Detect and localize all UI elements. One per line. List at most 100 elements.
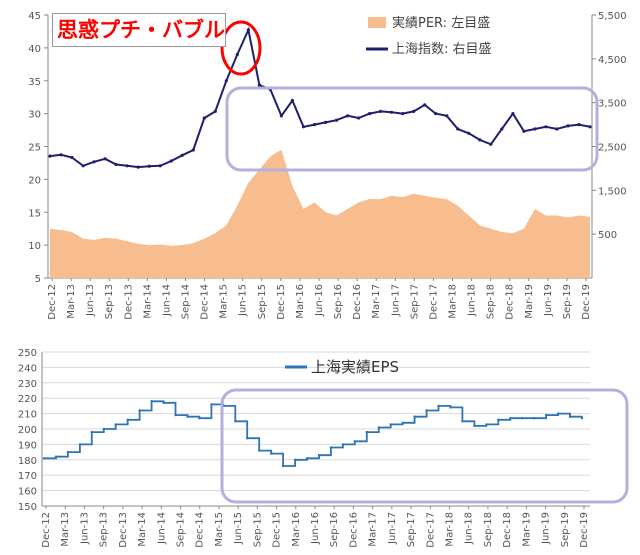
index-point bbox=[279, 114, 283, 118]
eps-point bbox=[377, 426, 380, 429]
eps-point bbox=[66, 450, 70, 454]
index-point bbox=[390, 110, 394, 114]
x-tick-label: Mar-15 bbox=[214, 512, 225, 547]
x-tick-label: Sep-17 bbox=[406, 512, 417, 547]
y-tick-label: 220 bbox=[18, 394, 37, 405]
eps-point bbox=[90, 430, 94, 434]
eps-point bbox=[42, 457, 46, 460]
left-tick-label: 35 bbox=[28, 77, 41, 88]
index-point bbox=[70, 155, 74, 160]
eps-point bbox=[580, 417, 584, 420]
eps-line bbox=[44, 400, 583, 467]
index-point bbox=[522, 129, 526, 133]
x-tick-label: Dec-14 bbox=[200, 284, 211, 320]
index-point bbox=[224, 79, 228, 83]
index-point bbox=[147, 164, 151, 168]
y-tick-label: 170 bbox=[18, 471, 37, 482]
index-point bbox=[257, 83, 261, 87]
eps-point bbox=[568, 415, 572, 418]
x-tick-label: Jun-17 bbox=[390, 284, 401, 317]
x-tick-label: Sep-13 bbox=[99, 512, 110, 547]
eps-point bbox=[497, 418, 500, 421]
x-tick-label: Mar-19 bbox=[521, 512, 532, 547]
x-tick-label: Dec-16 bbox=[348, 512, 359, 548]
eps-point bbox=[556, 412, 560, 415]
x-tick-label: Dec-18 bbox=[502, 512, 513, 548]
index-point bbox=[235, 52, 239, 57]
index-point bbox=[213, 109, 217, 113]
eps-point bbox=[413, 415, 416, 418]
index-point bbox=[92, 160, 96, 164]
y-tick-label: 200 bbox=[18, 425, 37, 436]
y-tick-label: 210 bbox=[18, 410, 37, 421]
per-index-chart: 5 10 15 20 25 30 35 40 45 500 1,500 2,500 3,500 4,500… bbox=[28, 11, 626, 320]
index-point bbox=[312, 123, 317, 127]
bubble-peak-circle bbox=[220, 20, 262, 76]
index-point bbox=[555, 127, 559, 131]
eps-point bbox=[246, 437, 249, 440]
eps-point bbox=[317, 454, 321, 457]
index-point bbox=[544, 125, 548, 129]
eps-point bbox=[102, 427, 106, 431]
index-point bbox=[368, 112, 372, 116]
legend-swatch-per bbox=[368, 17, 386, 28]
y-tick-label: 240 bbox=[18, 363, 37, 374]
left-tick-label: 10 bbox=[28, 241, 41, 252]
left-tick-label: 5 bbox=[35, 274, 41, 285]
left-tick-label: 25 bbox=[28, 143, 41, 154]
x-tick-label: Sep-15 bbox=[257, 284, 268, 319]
x-tick-label: Sep-13 bbox=[104, 284, 115, 319]
legend-label-per: 実績PER: 左目盛 bbox=[392, 15, 490, 31]
eps-point bbox=[533, 417, 536, 420]
y-tick-label: 230 bbox=[18, 379, 37, 390]
eps-point bbox=[437, 404, 440, 408]
index-point bbox=[334, 118, 339, 122]
eps-point bbox=[114, 423, 117, 426]
index-point bbox=[158, 164, 162, 168]
x-tick-label: Mar-19 bbox=[524, 284, 535, 319]
eps-point bbox=[521, 417, 524, 420]
y-tick-label: 190 bbox=[18, 440, 37, 451]
x-tick-label: Sep-14 bbox=[176, 512, 187, 547]
legend-label-index: 上海指数: 右目盛 bbox=[392, 42, 492, 57]
eps-point bbox=[54, 455, 58, 458]
x-tick-label: Sep-15 bbox=[252, 512, 263, 547]
x-tick-label: Dec-15 bbox=[272, 512, 283, 548]
index-point bbox=[59, 153, 63, 157]
index-point bbox=[379, 109, 383, 113]
index-point bbox=[456, 127, 460, 131]
index-point bbox=[478, 138, 482, 142]
x-tick-label: Mar-15 bbox=[219, 284, 230, 319]
x-tick-label: Jun-18 bbox=[467, 284, 478, 317]
index-point bbox=[246, 28, 250, 32]
right-tick-label: 500 bbox=[598, 230, 617, 241]
y-tick-label: 180 bbox=[18, 456, 37, 467]
eps-point bbox=[198, 417, 201, 420]
index-point bbox=[114, 162, 118, 167]
right-tick-label: 5,500 bbox=[598, 11, 627, 22]
x-tick-label: Jun-19 bbox=[541, 512, 552, 545]
x-tick-label: Jun-19 bbox=[543, 284, 554, 317]
eps-point bbox=[258, 449, 261, 452]
index-point bbox=[290, 98, 294, 103]
x-tick-label: Sep-19 bbox=[562, 284, 573, 319]
eps-point bbox=[485, 423, 488, 426]
x-tick-label: Mar-17 bbox=[368, 512, 379, 547]
x-tick-label: Dec-15 bbox=[276, 284, 287, 320]
x-tick-label: Sep-18 bbox=[486, 284, 497, 319]
x-tick-label: Mar-17 bbox=[371, 284, 382, 319]
eps-point bbox=[305, 457, 309, 460]
x-tick-label: Sep-19 bbox=[560, 512, 571, 547]
index-point bbox=[169, 159, 173, 163]
eps-point bbox=[234, 420, 237, 423]
x-tick-label: Mar-14 bbox=[137, 512, 148, 547]
index-point bbox=[125, 164, 129, 168]
eps-point bbox=[353, 440, 356, 443]
x-tick-label: Mar-18 bbox=[448, 284, 459, 319]
x-tick-label: Mar-16 bbox=[295, 284, 306, 319]
eps-point bbox=[162, 401, 165, 404]
index-point bbox=[202, 116, 206, 120]
index-point bbox=[566, 124, 570, 128]
left-tick-label: 45 bbox=[28, 11, 41, 22]
